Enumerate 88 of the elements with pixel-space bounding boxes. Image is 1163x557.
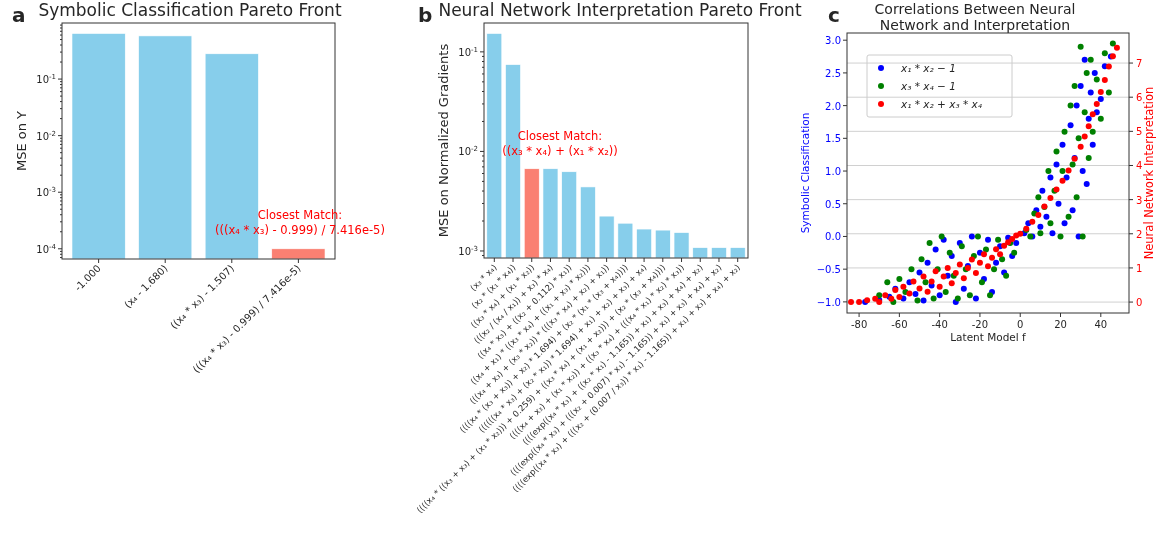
point [900,283,907,290]
point [936,283,943,290]
point [1017,230,1024,237]
y-tick-label: 10$^{-1}$ [458,45,478,58]
y-tick-label: 10$^{-4}$ [36,242,57,255]
x-tick-label: -40 [931,319,948,330]
point [940,273,947,280]
text: b [418,3,433,27]
point [993,246,1000,253]
x-tick-label: -60 [891,319,908,330]
y-tick-label: 10$^{-3}$ [36,186,56,199]
y-tick-label: 1.5 [825,133,841,145]
y-tick-label: 10$^{-2}$ [36,129,56,142]
point [980,251,987,258]
y2-tick-label: 3 [1136,194,1143,206]
point [1047,194,1054,201]
y2-tick-label: 1 [1136,262,1143,274]
point [956,261,963,268]
y-tick-label: 2.0 [825,100,841,112]
legend-label: x₁ * x₂ − 1 [900,62,956,74]
point [848,299,855,306]
y-tick-label: 1.0 [825,166,841,178]
point [997,251,1004,258]
point [1113,44,1120,51]
point [1001,242,1008,249]
point [960,275,967,282]
point [985,263,991,270]
y-tick-label: 10$^{-3}$ [458,244,478,257]
point [872,295,879,302]
point [948,280,955,287]
x-tick-label: 20 [1054,319,1067,330]
y2-axis-title: Neural Network Interpretation [1142,86,1156,260]
point [1097,89,1104,96]
point [1009,235,1016,242]
x-tick-label: -80 [850,319,868,330]
point [1065,167,1072,174]
legend-label: x₃ * x₄ − 1 [900,80,956,92]
y-axis-title: MSE on Y [14,110,29,172]
y2-tick-label: 2 [1136,228,1143,240]
point [896,293,903,300]
point [944,264,951,271]
point [1081,133,1088,140]
y-tick-label: 3.0 [825,35,841,47]
point [920,273,927,280]
point [1089,111,1096,118]
point [910,278,917,285]
point [928,278,935,285]
y-tick-label: −0.5 [816,264,841,276]
text: a [12,3,26,27]
legend-label: x₁ * x₂ + x₃ * x₄ [900,98,983,110]
x-tick-label: 40 [1094,319,1108,330]
y-tick-label: 10$^{-1}$ [36,73,56,86]
point [1029,218,1036,225]
chart-title: Symbolic Classification Pareto Front [38,0,342,20]
point [1101,77,1108,84]
y-tick-label: 0.5 [825,198,841,210]
point [972,270,979,277]
y-axis-title: Symbolic Classification [799,112,811,234]
point [1077,143,1084,150]
annotation: Closest Match: ((x₃ * x₄) + (x₁ * x₂)) [502,128,618,158]
point [906,290,913,297]
y2-tick-label: 4 [1136,160,1143,172]
point [924,288,931,295]
annotation: Closest Match: (((x₄ * x₃) - 0.999) / 7.416e-5) [215,207,385,237]
x-tick-label: -20 [971,319,989,330]
chart-title: Correlations Between Neural Network and Interpretation [874,1,1076,33]
text: c [828,3,840,27]
point [1093,101,1100,108]
y-axis-title: MSE on Normalized Gradients [436,43,451,238]
point [976,259,983,266]
point [989,254,996,261]
point [916,285,923,292]
chart-title: Neural Network Interpretation Pareto Front [438,0,802,20]
y-tick-label: −1.0 [816,296,841,308]
y-tick-label: 0.0 [825,231,841,243]
y-tick-label: 10$^{-2}$ [458,145,478,158]
x-tick-label: 0 [1017,319,1024,330]
point [1035,212,1042,218]
point [856,299,863,306]
x-axis-title: Latent Model f [950,331,1027,343]
y2-tick-label: 6 [1136,92,1143,104]
y2-tick-label: 7 [1136,58,1143,70]
point [1085,123,1092,130]
y2-tick-label: 5 [1136,126,1143,138]
y-tick-label: 2.5 [825,67,841,79]
point [1105,63,1112,70]
point [1059,177,1066,184]
point [882,292,889,299]
